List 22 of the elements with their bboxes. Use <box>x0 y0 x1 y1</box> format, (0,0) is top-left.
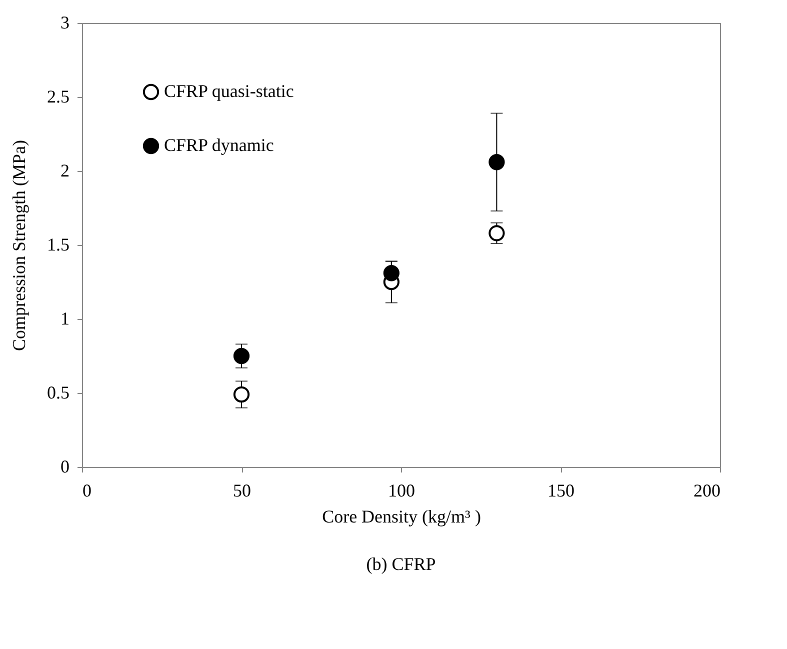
y-tick-label: 0 <box>60 456 70 476</box>
y-tick-label: 0.5 <box>47 382 70 402</box>
x-tick-label: 200 <box>694 480 720 500</box>
y-tick-label: 1 <box>60 308 70 328</box>
point <box>233 348 250 364</box>
legend-label: CFRP dynamic <box>164 135 274 155</box>
x-tick-label: 100 <box>388 480 415 500</box>
y-tick-label: 1.5 <box>47 234 70 254</box>
y-tick-label: 2.5 <box>47 86 70 106</box>
x-tick-label: 0 <box>82 480 92 500</box>
text: (b) CFRP <box>366 554 436 574</box>
point <box>488 154 505 170</box>
x-tick-label: 50 <box>233 480 251 500</box>
point <box>383 265 400 282</box>
y-tick-label: 3 <box>60 12 70 32</box>
x-tick-label: 150 <box>548 480 574 500</box>
x-axis-title: Core Density (kg/m³ ) <box>322 506 481 526</box>
y-axis-title: Compression Strength (MPa) <box>9 140 29 351</box>
point <box>233 386 250 403</box>
y-tick-label: 2 <box>60 160 70 180</box>
point <box>488 225 505 242</box>
legend-label: CFRP quasi-static <box>164 81 294 101</box>
